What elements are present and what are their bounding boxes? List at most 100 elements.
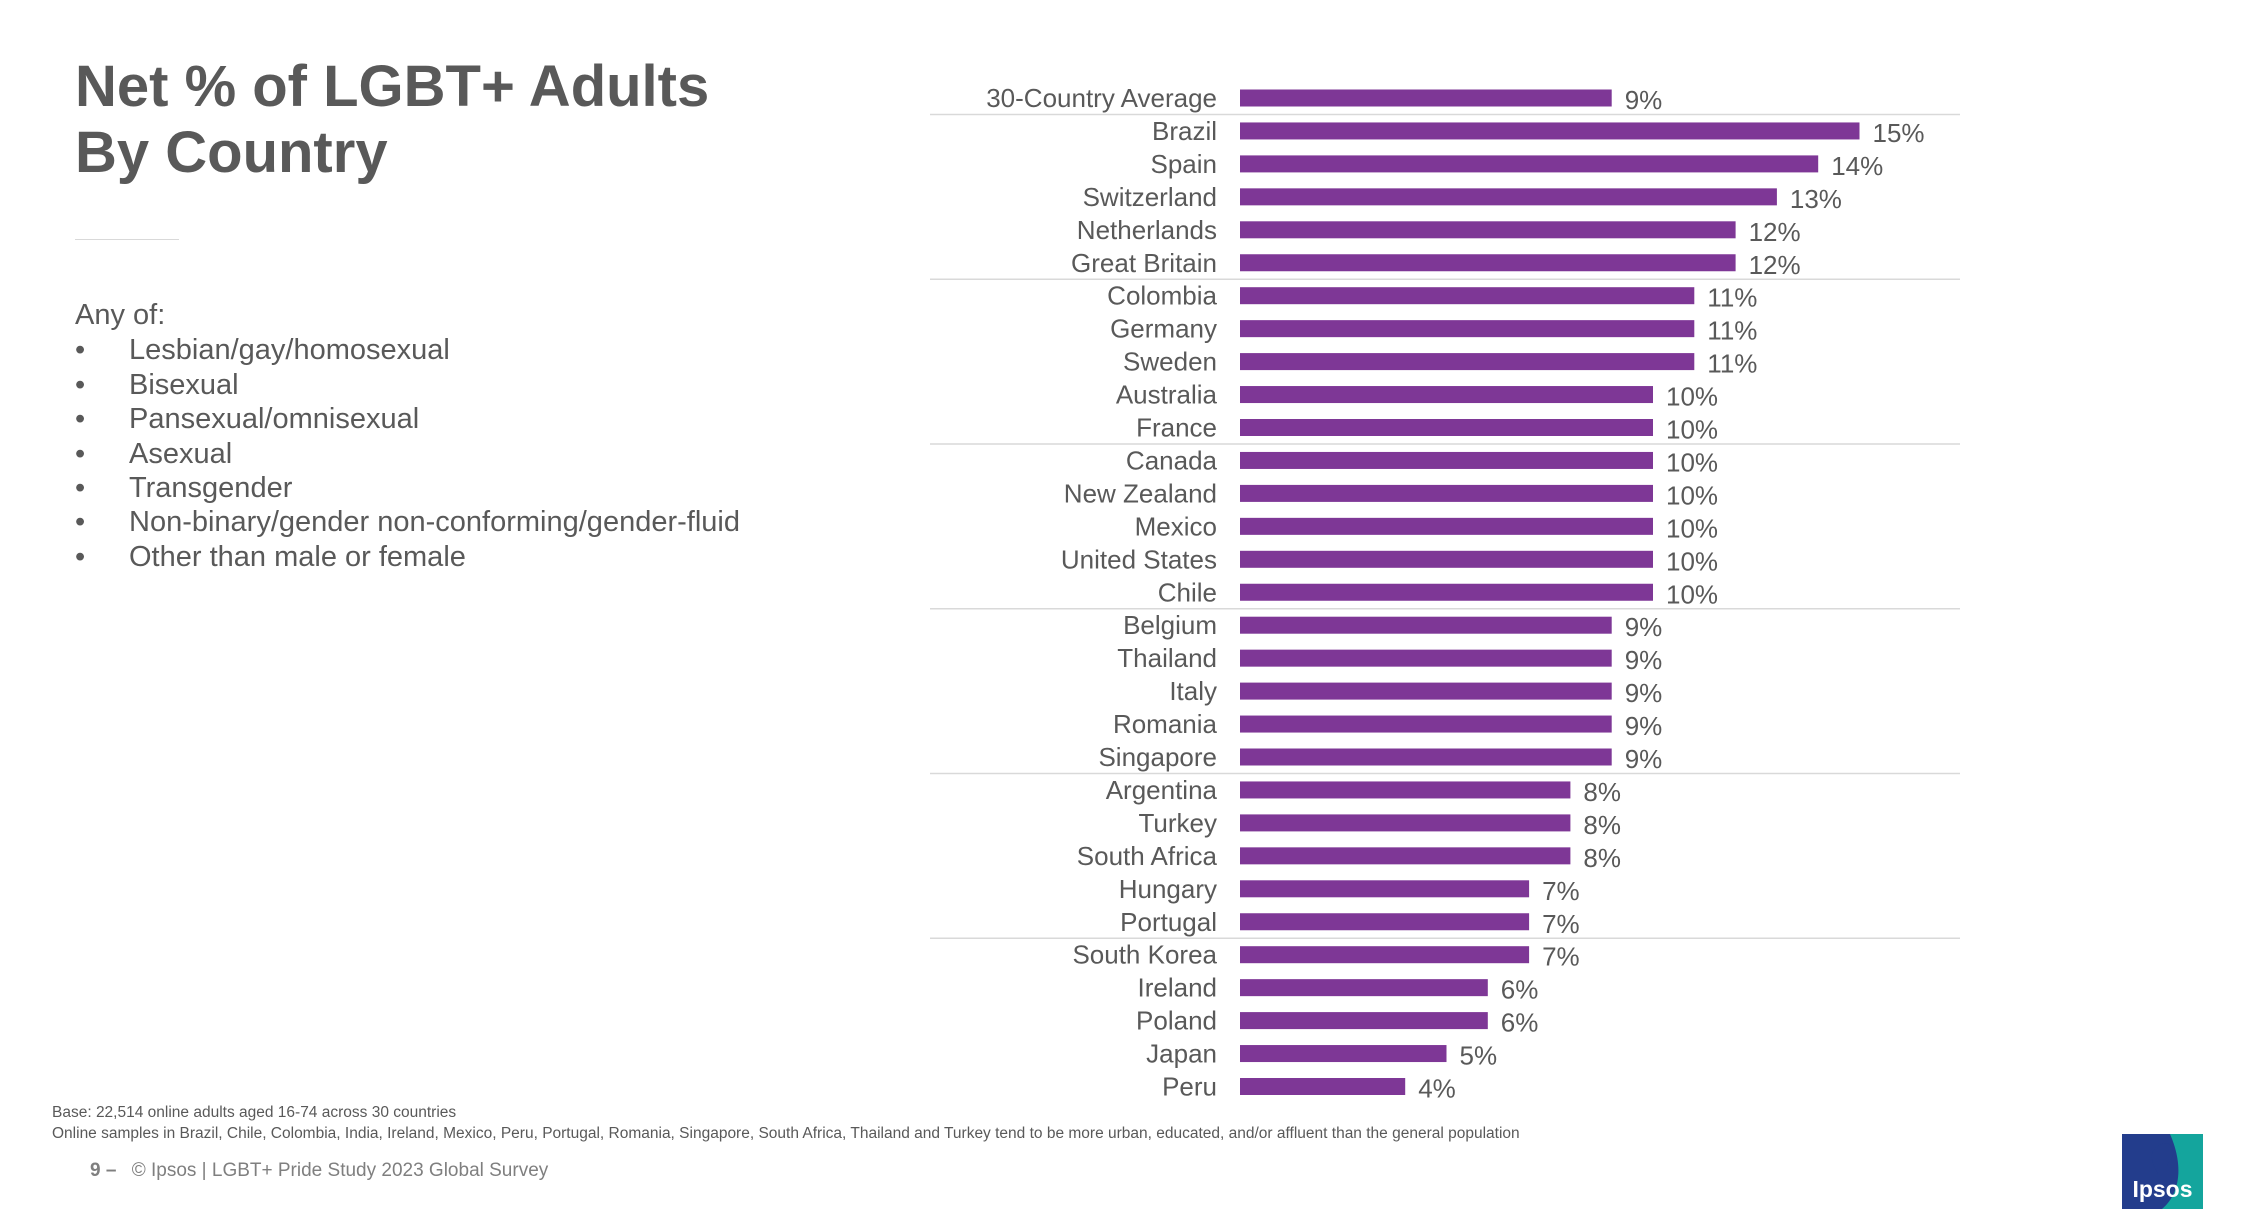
category-label: Chile: [1158, 577, 1217, 607]
ipsos-logo-text: Ipsos: [2132, 1176, 2193, 1202]
bar: [1240, 353, 1695, 371]
category-label: Argentina: [1106, 775, 1218, 805]
category-label: Germany: [1110, 314, 1217, 344]
data-label: 10%: [1666, 546, 1718, 576]
data-label: 12%: [1749, 250, 1801, 280]
bar: [1240, 550, 1653, 568]
bar: [1240, 287, 1695, 305]
lgbt-definition: Any of: Lesbian/gay/homosexual Bisexual …: [75, 298, 740, 575]
category-label: South Korea: [1072, 940, 1217, 970]
bar: [1240, 946, 1530, 964]
category-label: Great Britain: [1071, 248, 1217, 278]
category-label: New Zealand: [1064, 478, 1217, 508]
definition-item: Other than male or female: [75, 540, 740, 575]
category-label: Canada: [1126, 445, 1218, 475]
definition-intro: Any of:: [75, 299, 166, 331]
data-label: 4%: [1418, 1074, 1456, 1104]
logo-accent: [2162, 1134, 2203, 1209]
data-label: 8%: [1583, 777, 1621, 807]
category-label: Colombia: [1107, 281, 1217, 311]
title-divider: [75, 239, 179, 240]
category-label: South Africa: [1077, 841, 1218, 871]
category-label: Spain: [1151, 149, 1218, 179]
data-label: 11%: [1707, 349, 1757, 379]
ipsos-logo-mark: [2122, 1134, 2203, 1209]
data-label: 9%: [1625, 711, 1663, 741]
category-label: 30-Country Average: [986, 83, 1217, 113]
definition-item: Transgender: [75, 471, 740, 506]
bar: [1240, 715, 1612, 733]
data-label: 10%: [1666, 447, 1718, 477]
definition-item: Lesbian/gay/homosexual: [75, 333, 740, 368]
category-label: Netherlands: [1077, 215, 1217, 245]
data-label: 6%: [1501, 1008, 1539, 1038]
category-label: Brazil: [1152, 116, 1217, 146]
data-label: 13%: [1790, 184, 1842, 214]
data-label: 8%: [1583, 810, 1621, 840]
logo-head-silhouette: [2151, 1143, 2174, 1174]
bar: [1240, 781, 1571, 799]
bar: [1240, 320, 1695, 338]
category-label: Turkey: [1139, 808, 1218, 838]
category-label: Italy: [1169, 676, 1217, 706]
data-label: 11%: [1707, 283, 1757, 313]
category-label: Sweden: [1123, 347, 1217, 377]
category-label: Romania: [1113, 709, 1218, 739]
bar: [1240, 814, 1571, 832]
bar: [1240, 451, 1653, 469]
ipsos-logo: Ipsos: [2122, 1134, 2203, 1209]
bar: [1240, 979, 1488, 997]
data-label: 9%: [1625, 678, 1663, 708]
bar: [1240, 880, 1530, 898]
bar: [1240, 484, 1653, 502]
definition-list: Lesbian/gay/homosexual Bisexual Pansexua…: [75, 333, 740, 574]
category-label: Poland: [1136, 1006, 1217, 1036]
category-label: Belgium: [1123, 610, 1217, 640]
bar: [1240, 1045, 1447, 1063]
category-label: Hungary: [1119, 874, 1217, 904]
bar: [1240, 649, 1612, 667]
footnote-samples: Online samples in Brazil, Chile, Colombi…: [52, 1125, 1520, 1142]
bar: [1240, 1078, 1406, 1095]
category-label: Singapore: [1098, 742, 1217, 772]
bar: [1240, 682, 1612, 700]
data-label: 9%: [1625, 744, 1663, 774]
data-label: 9%: [1625, 85, 1663, 115]
data-label: 7%: [1542, 909, 1580, 939]
data-label: 7%: [1542, 876, 1580, 906]
data-label: 10%: [1666, 513, 1718, 543]
bar: [1240, 419, 1653, 436]
definition-item: Pansexual/omnisexual: [75, 402, 740, 437]
data-label: 9%: [1625, 645, 1663, 675]
bar: [1240, 188, 1777, 206]
bar: [1240, 913, 1530, 931]
category-label: Peru: [1162, 1072, 1217, 1102]
data-label: 11%: [1707, 316, 1757, 346]
category-label: Japan: [1146, 1039, 1217, 1069]
bar: [1240, 155, 1819, 173]
category-label: Thailand: [1117, 643, 1217, 673]
copyright-text: © Ipsos | LGBT+ Pride Study 2023 Global …: [131, 1160, 549, 1181]
data-label: 10%: [1666, 480, 1718, 510]
bar: [1240, 221, 1736, 239]
bar: [1240, 1012, 1488, 1030]
category-label: Portugal: [1120, 907, 1217, 937]
data-label: 8%: [1583, 843, 1621, 873]
data-label: 14%: [1831, 151, 1883, 181]
bar: [1240, 89, 1612, 107]
bar: [1240, 517, 1653, 535]
bar: [1240, 254, 1736, 272]
category-label: France: [1136, 413, 1217, 443]
data-label: 10%: [1666, 415, 1718, 445]
data-label: 12%: [1749, 217, 1801, 247]
category-label: Australia: [1116, 380, 1218, 410]
definition-item: Non-binary/gender non-conforming/gender-…: [75, 505, 740, 540]
page-title: Net % of LGBT+ Adults By Country: [75, 54, 710, 185]
definition-item: Bisexual: [75, 368, 740, 403]
data-label: 15%: [1873, 118, 1925, 148]
data-label: 6%: [1501, 975, 1539, 1005]
category-label: United States: [1061, 544, 1217, 574]
page-number: 9 –: [90, 1160, 117, 1181]
bar: [1240, 616, 1612, 634]
